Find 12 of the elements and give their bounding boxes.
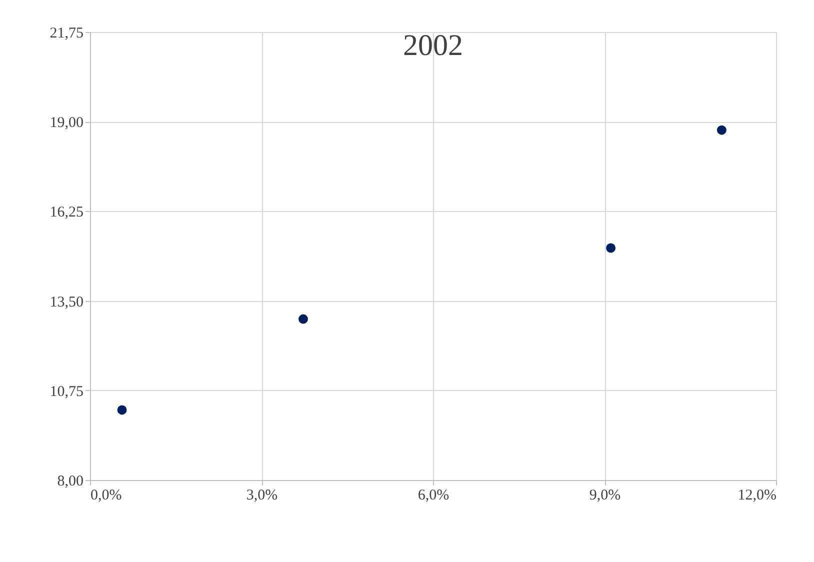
x-tick-label: 3,0% (246, 488, 278, 504)
y-tick-label: 10,75 (50, 384, 84, 400)
x-tick-label: 6,0% (418, 488, 450, 504)
y-tick-label: 16,25 (50, 204, 84, 221)
x-tick-label: 9,0% (589, 488, 621, 504)
chart-title: 2002 (403, 29, 463, 62)
x-tick-label: 0,0% (90, 488, 122, 504)
y-tick-label: 21,75 (50, 26, 84, 42)
y-tick-label: 19,00 (50, 115, 84, 132)
y-tick-label: 8,00 (57, 474, 84, 490)
x-tick-label: 12,0% (738, 488, 776, 504)
y-tick-label: 13,50 (50, 294, 84, 310)
